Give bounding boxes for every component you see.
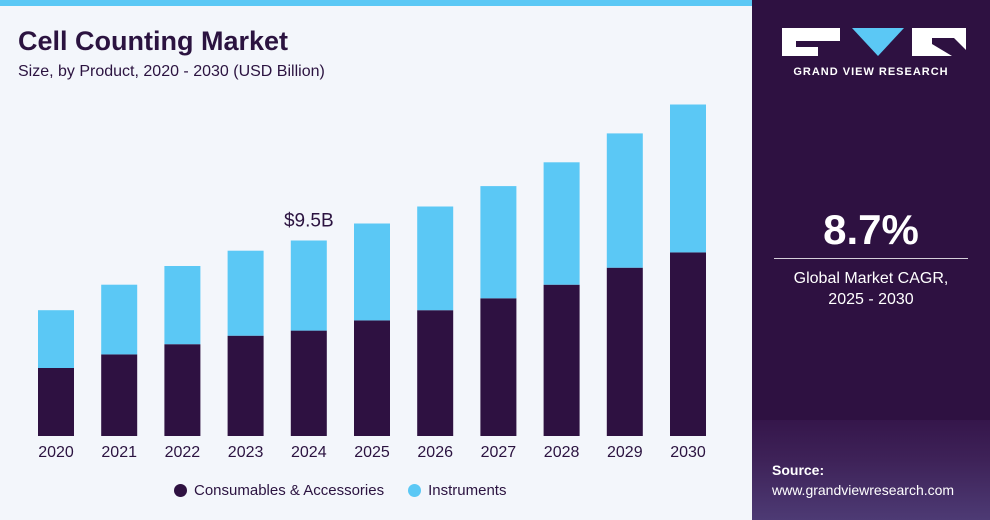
source-label: Source: [772,462,825,478]
source-url-link[interactable]: www.grandviewresearch.com [772,482,955,498]
legend-label-instruments: Instruments [428,481,507,499]
x-tick-label-2030: 2030 [670,444,706,461]
bar-instruments-2027 [480,186,517,299]
cagr-label: Global Market CAGR, 2025 - 2030 [752,268,990,310]
bar-instruments-2021 [101,284,138,355]
cagr-label-line1: Global Market CAGR, [793,270,949,287]
bar-consumables-2023 [227,335,264,436]
bar-instruments-2025 [354,223,390,321]
x-tick-label-2021: 2021 [101,444,137,461]
x-tick-label-2022: 2022 [165,444,201,461]
bar-consumables-2030 [670,252,706,436]
cagr-label-line2: 2025 - 2030 [828,291,914,308]
side-panel: GRAND VIEW RESEARCH 8.7% Global Market C… [752,0,990,520]
brand-name: GRAND VIEW RESEARCH [793,66,949,78]
bar-instruments-2026 [417,206,454,311]
legend-swatch-instruments [408,483,422,497]
bar-consumables-2022 [164,344,201,436]
bar-consumables-2027 [480,298,517,436]
stacked-bar-chart: 2020 2021 2022 2023 2024 $9.5B 2025 2026 2027 202… [38,104,706,461]
bar-instruments-2030 [670,104,706,253]
bar-instruments-2023 [227,250,264,336]
bar-consumables-2026 [417,310,454,436]
legend-swatch-consumables [174,483,187,497]
top-accent-bar [0,0,752,6]
bar-consumables-2025 [354,320,390,436]
bar-consumables-2020 [38,368,74,436]
legend-label-consumables: Consumables & Accessories [194,481,385,499]
bar-instruments-2029 [606,133,643,268]
x-tick-label-2023: 2023 [228,444,264,461]
chart-area: Cell Counting Market Size, by Product, 2… [0,0,752,520]
legend-item-instruments: Instruments [408,482,506,499]
x-tick-label-2020: 2020 [38,444,74,461]
cagr-value: 8.7% [823,206,919,253]
legend-item-consumables: Consumables & Accessories [174,482,384,499]
x-tick-label-2028: 2028 [544,444,580,461]
x-tick-label-2029: 2029 [607,444,643,461]
x-tick-label-2026: 2026 [417,444,453,461]
gvr-logo-icon [782,28,966,56]
legend: Consumables & Accessories Instruments [174,480,530,500]
source-background [752,420,990,520]
data-label-2024: $9.5B [284,211,334,232]
bar-consumables-2029 [606,267,643,436]
chart-subtitle: Size, by Product, 2020 - 2030 (USD Billi… [18,63,325,80]
bar-instruments-2020 [38,310,74,368]
bar-consumables-2028 [543,284,580,436]
x-tick-label-2024: 2024 [291,444,327,461]
x-tick-label-2027: 2027 [481,444,517,461]
bar-consumables-2021 [101,354,138,436]
bar-consumables-2024 [290,330,327,436]
bar-instruments-2024 [290,240,327,331]
bar-instruments-2028 [543,162,580,285]
bar-instruments-2022 [164,266,201,345]
chart-title: Cell Counting Market [18,26,289,56]
x-tick-label-2025: 2025 [354,444,390,461]
cagr-divider [774,258,968,259]
